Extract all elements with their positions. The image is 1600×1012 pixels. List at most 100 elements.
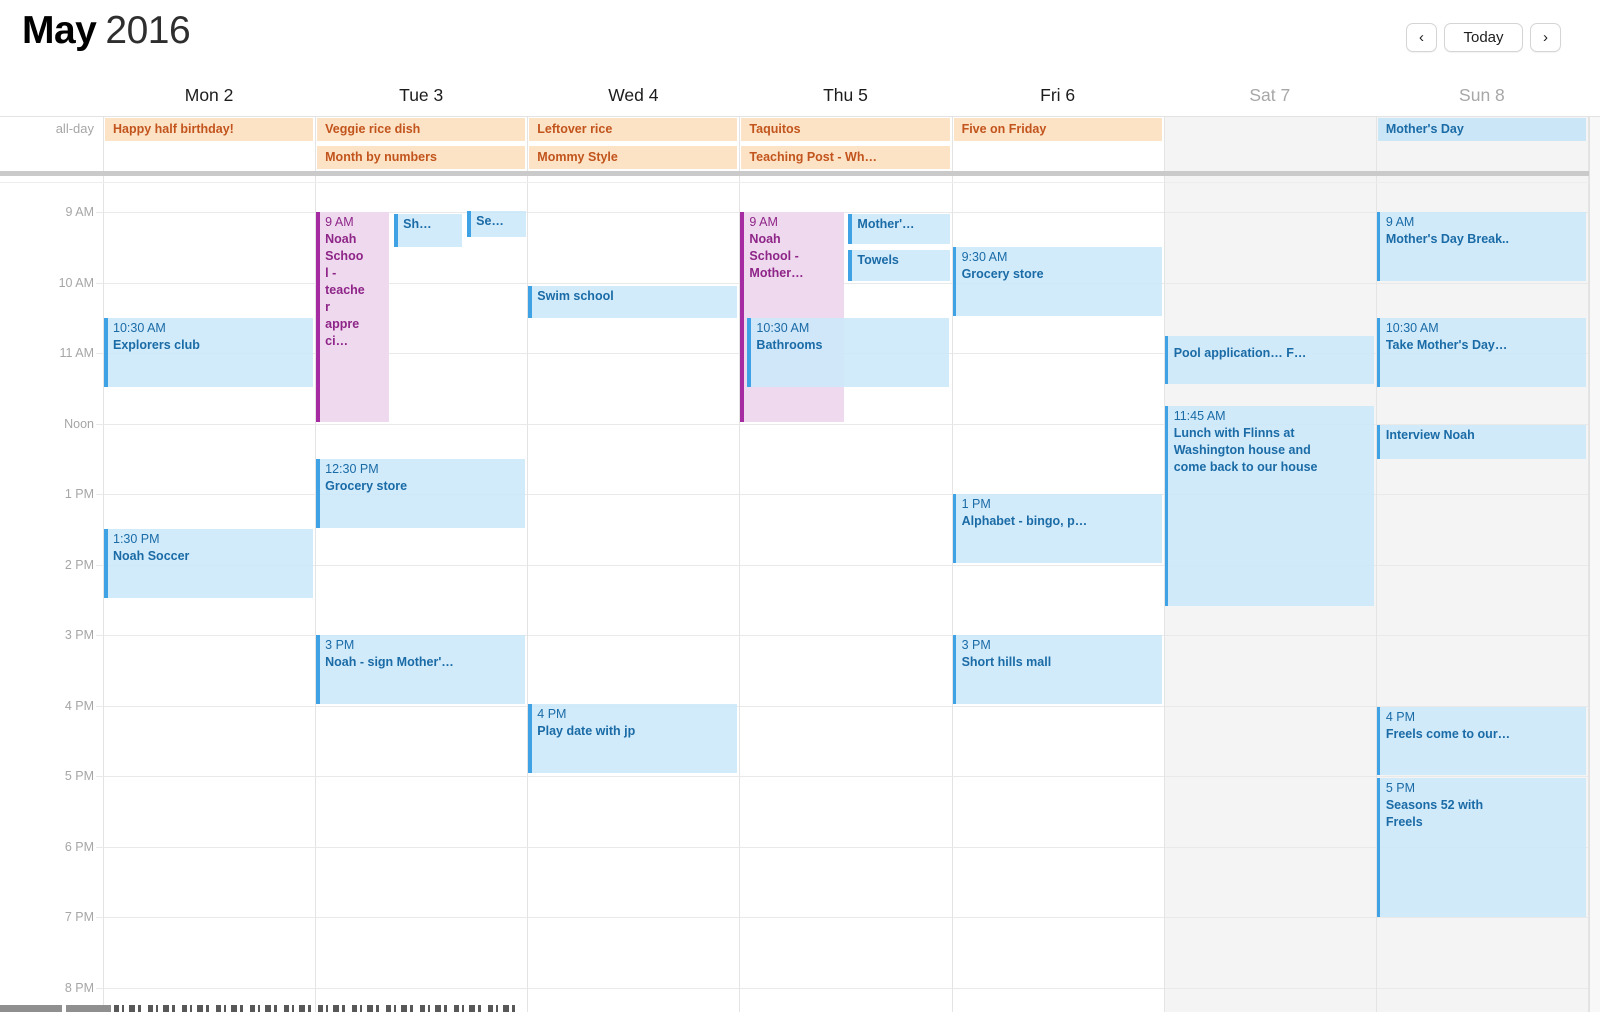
hour-line — [96, 705, 1588, 707]
grid-column-line — [951, 117, 953, 1012]
allday-event-five-on-friday[interactable]: Five on Friday — [953, 118, 1162, 141]
event-lunch-with-flinns-at-washington-house-and-come-back-to-our-house[interactable]: 11:45 AM Lunch with Flinns at Washington … — [1164, 406, 1374, 606]
event-time: 9 AM — [1385, 215, 1415, 229]
event-title: Alphabet - bingo, p… — [961, 514, 1088, 528]
event-mother-s-day-break[interactable]: 9 AM Mother's Day Break.. — [1376, 212, 1586, 281]
event-title: Bathrooms — [756, 338, 823, 352]
time-label-3-pm: 3 PM — [64, 628, 94, 642]
allday-event-happy-half-birthday[interactable]: Happy half birthday! — [105, 118, 314, 141]
event-grocery-store[interactable]: 12:30 PM Grocery store — [316, 459, 526, 528]
event-se[interactable]: Se… — [467, 211, 527, 237]
event-bathrooms[interactable]: 10:30 AM Bathrooms — [747, 318, 950, 387]
title-year: 2016 — [105, 9, 191, 52]
allday-event-mommy-style[interactable]: Mommy Style — [529, 146, 738, 169]
grid-column-line — [527, 117, 529, 1012]
time-label-9-am: 9 AM — [65, 205, 95, 219]
hour-line — [96, 846, 1588, 848]
event-time: 10:30 AM — [113, 321, 166, 335]
hour-line — [96, 776, 1588, 777]
all-day-label: all-day — [55, 121, 94, 136]
grid-column-line — [1375, 117, 1377, 1012]
time-label-1-pm: 1 PM — [64, 487, 94, 501]
event-title: Lunch with Flinns at Washington house an… — [1173, 426, 1318, 474]
event-title: Short hills mall — [961, 655, 1052, 669]
next-week-button[interactable]: › — [1530, 23, 1561, 52]
event-noah-sign-mother[interactable]: 3 PM Noah - sign Mother'… — [316, 635, 526, 704]
allday-event-leftover-rice[interactable]: Leftover rice — [529, 118, 738, 141]
day-header-tue-3: Tue 3 — [399, 85, 444, 105]
event-noah-school-mother[interactable]: 9 AM Noah School - Mother… — [740, 212, 845, 422]
event-noah-soccer[interactable]: 1:30 PM Noah Soccer — [104, 529, 314, 598]
allday-event-mother-s-day[interactable]: Mother's Day — [1377, 118, 1586, 141]
event-take-mother-s-day[interactable]: 10:30 AM Take Mother's Day… — [1376, 318, 1586, 387]
event-freels-come-to-our[interactable]: 4 PM Freels come to our… — [1376, 707, 1586, 775]
scrollbar-track[interactable] — [1589, 117, 1600, 1012]
time-label-4-pm: 4 PM — [64, 698, 94, 713]
event-short-hills-mall[interactable]: 3 PM Short hills mall — [952, 635, 1162, 704]
event-mother[interactable]: Mother'… — [848, 214, 951, 244]
allday-event-veggie-rice-dish[interactable]: Veggie rice dish — [317, 118, 526, 141]
header-divider — [0, 116, 1600, 117]
event-time: 12:30 PM — [325, 462, 379, 476]
grid-column-line — [315, 117, 317, 1012]
event-grocery-store[interactable]: 9:30 AM Grocery store — [952, 247, 1162, 316]
event-time: 9 AM — [749, 215, 778, 229]
hour-line — [96, 987, 1588, 989]
event-title: Freels come to our… — [1385, 727, 1511, 741]
event-time: 10:30 AM — [756, 321, 810, 335]
event-title: Take Mother's Day… — [1385, 338, 1508, 352]
event-title: Grocery store — [325, 479, 408, 493]
event-title: Towels — [857, 253, 899, 267]
allday-event-teaching-post-wh[interactable]: Teaching Post - Wh… — [741, 146, 950, 169]
event-seasons-52-with-freels[interactable]: 5 PM Seasons 52 with Freels — [1376, 778, 1586, 917]
hour-line — [96, 423, 1588, 425]
event-alphabet-bingo-p[interactable]: 1 PM Alphabet - bingo, p… — [952, 494, 1162, 563]
event-time: 4 PM — [537, 707, 567, 721]
clipped-text-fragment — [114, 1005, 522, 1012]
allday-event-month-by-numbers[interactable]: Month by numbers — [317, 146, 526, 169]
time-label-8-pm: 8 PM — [64, 980, 94, 995]
event-play-date-with-jp[interactable]: 4 PM Play date with jp — [528, 704, 738, 773]
time-label-5-pm: 5 PM — [64, 769, 94, 783]
hour-line — [96, 494, 1588, 495]
event-title: Noah - sign Mother'… — [325, 655, 454, 669]
event-time: 9 AM — [325, 215, 354, 229]
prev-week-button[interactable]: ‹ — [1406, 23, 1437, 52]
hour-line — [96, 917, 1588, 918]
event-title: Interview Noah — [1385, 428, 1475, 442]
time-label-10-am: 10 AM — [58, 275, 94, 290]
event-title: Swim school — [537, 289, 614, 303]
event-sh[interactable]: Sh… — [394, 214, 463, 247]
allday-event-taquitos[interactable]: Taquitos — [741, 118, 950, 141]
event-explorers-club[interactable]: 10:30 AM Explorers club — [104, 318, 314, 387]
title-month: May — [22, 9, 97, 52]
time-label-11-am: 11 AM — [59, 346, 94, 360]
day-header-sun-8: Sun 8 — [1459, 85, 1505, 105]
event-interview-noah[interactable]: Interview Noah — [1376, 425, 1586, 459]
time-label-7-pm: 7 PM — [64, 910, 94, 924]
time-label-6-pm: 6 PM — [64, 839, 94, 854]
event-towels[interactable]: Towels — [848, 250, 951, 281]
event-title: Mother'… — [857, 217, 915, 231]
event-swim-school[interactable]: Swim school — [528, 286, 738, 318]
event-title: Play date with jp — [537, 724, 636, 738]
event-title: Se… — [476, 214, 504, 228]
time-label-2-pm: 2 PM — [64, 557, 94, 572]
today-button[interactable]: Today — [1444, 23, 1523, 52]
event-title: Noah School - teacher appreci… — [325, 232, 365, 348]
event-noah-school-teacher-appreci[interactable]: 9 AM Noah School - teacher appreci… — [316, 212, 390, 422]
event-time: 5 PM — [1385, 781, 1416, 795]
grid-top-line — [0, 182, 1600, 183]
clipped-bottom-block — [0, 1005, 62, 1012]
day-header-thu-5: Thu 5 — [823, 85, 868, 105]
event-time: 3 PM — [961, 638, 991, 652]
event-title: Seasons 52 with Freels — [1385, 798, 1484, 829]
event-pool-application-f[interactable]: Pool application… F… — [1164, 336, 1374, 384]
allday-grid-separator — [0, 171, 1600, 176]
event-time: 3 PM — [325, 638, 355, 652]
event-time: 10:30 AM — [1385, 321, 1439, 335]
clipped-bottom-block — [66, 1005, 111, 1012]
grid-column-line — [103, 117, 104, 1012]
grid-column-line — [1163, 117, 1165, 1012]
